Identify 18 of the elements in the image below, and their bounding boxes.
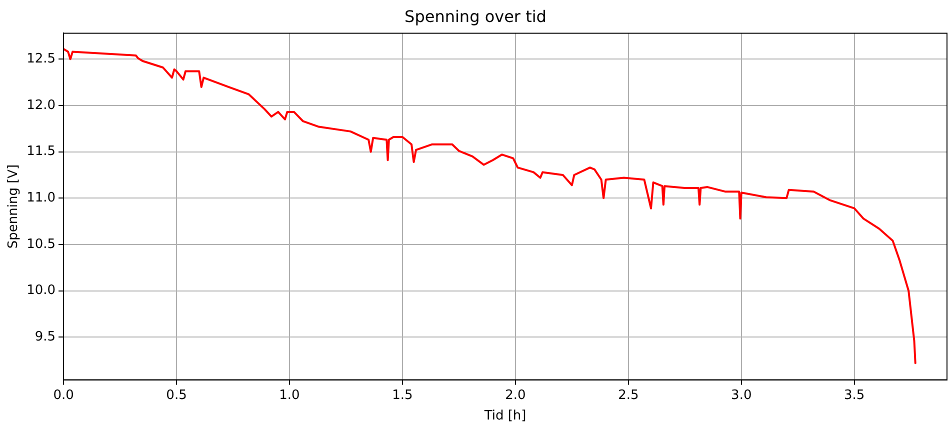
y-axis-title: Spenning [V]: [6, 164, 22, 249]
x-tick-label: 2.0: [505, 388, 526, 403]
y-tick-label: 11.5: [26, 144, 56, 160]
y-tick-label: 11.0: [26, 190, 56, 206]
x-tick-label: 1.0: [279, 388, 300, 403]
x-tick-label: 0.5: [166, 388, 187, 403]
y-tick-label: 12.5: [26, 52, 56, 67]
x-tick-label: 1.5: [392, 388, 413, 403]
chart-title: Spenning over tid: [404, 6, 546, 26]
x-tick-label: 2.5: [618, 388, 639, 403]
y-tick-label: 10.0: [26, 283, 56, 298]
y-tick-label: 9.5: [34, 330, 56, 345]
x-tick-label: 3.5: [844, 388, 865, 403]
y-tick-label: 12.0: [26, 98, 56, 113]
x-tick-label: 0.0: [53, 388, 74, 403]
x-tick-label: 3.0: [731, 388, 752, 403]
x-axis-title: Tid [h]: [483, 408, 526, 424]
y-tick-label: 10.5: [26, 236, 56, 252]
